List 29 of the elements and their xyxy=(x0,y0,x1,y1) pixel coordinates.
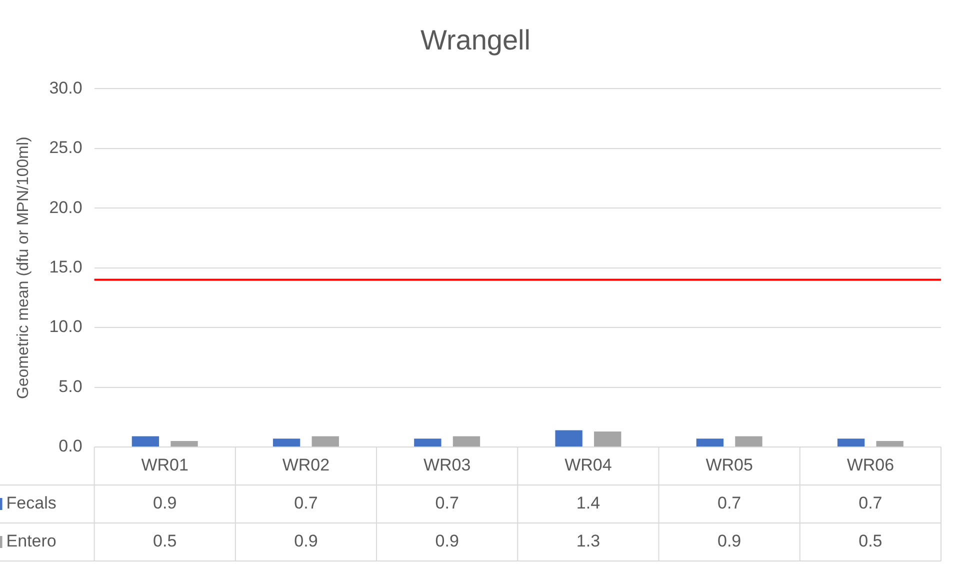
x-tick-label: WR01 xyxy=(141,456,188,475)
y-tick-label: 25.0 xyxy=(49,138,82,158)
x-tick-label: WR05 xyxy=(706,456,753,475)
data-label: 0.7 xyxy=(718,494,742,513)
data-label: 0.7 xyxy=(294,494,318,513)
data-label: 0.9 xyxy=(153,494,177,513)
data-label: 0.9 xyxy=(718,532,742,551)
data-label: 0.7 xyxy=(858,494,882,513)
y-tick-label: 20.0 xyxy=(49,198,82,217)
data-label: 0.5 xyxy=(858,532,882,551)
y-axis-title: Geometric mean (dfu or MPN/100ml) xyxy=(15,136,32,399)
data-label: 1.3 xyxy=(576,532,600,551)
y-tick-label: 15.0 xyxy=(49,257,82,276)
x-tick-label: WR02 xyxy=(282,456,330,475)
y-tick-label: 0.0 xyxy=(58,436,82,456)
data-label: 1.4 xyxy=(576,494,600,513)
y-tick-label: 5.0 xyxy=(58,376,82,396)
y-tick-label: 10.0 xyxy=(49,317,82,336)
x-tick-label: WR03 xyxy=(423,456,471,475)
data-label: 0.9 xyxy=(435,532,459,551)
legend-label: Fecals xyxy=(6,494,56,513)
x-tick-label: WR04 xyxy=(564,456,612,475)
y-tick-label: 30.0 xyxy=(49,78,82,98)
x-tick-label: WR06 xyxy=(846,456,894,475)
chart-title: Wrangell xyxy=(420,24,530,56)
legend-label: Entero xyxy=(6,532,56,551)
data-label: 0.7 xyxy=(435,494,459,513)
data-label: 0.9 xyxy=(294,532,318,551)
data-label: 0.5 xyxy=(153,532,177,551)
